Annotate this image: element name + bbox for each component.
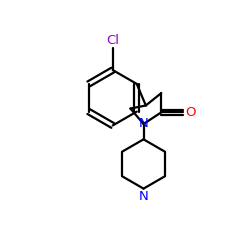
Text: N: N [139, 190, 148, 203]
Text: Cl: Cl [106, 34, 119, 47]
Text: O: O [185, 106, 196, 119]
Text: N: N [139, 118, 148, 130]
